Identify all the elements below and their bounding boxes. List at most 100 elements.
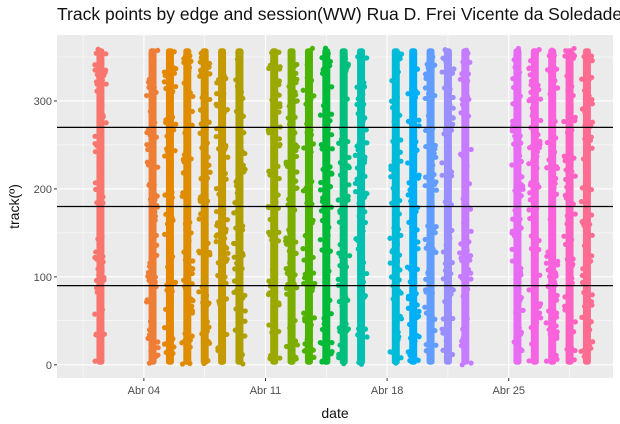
data-point: [220, 54, 226, 60]
data-point: [457, 76, 463, 82]
data-point: [359, 55, 366, 61]
data-point: [287, 121, 293, 127]
data-point: [526, 207, 532, 213]
data-point: [387, 260, 393, 266]
y-tick-label: 200: [34, 184, 52, 196]
data-point: [341, 344, 348, 350]
data-point: [463, 329, 469, 335]
data-point: [222, 235, 228, 242]
data-point: [97, 160, 103, 166]
data-point: [528, 144, 535, 150]
data-point: [235, 322, 241, 329]
data-point: [166, 311, 172, 318]
data-point: [305, 156, 311, 162]
data-point: [239, 266, 245, 272]
data-point: [92, 149, 98, 155]
data-point: [512, 64, 518, 70]
data-point: [396, 252, 403, 258]
data-point: [275, 238, 282, 244]
data-point: [203, 246, 209, 253]
data-point: [236, 207, 242, 213]
data-point: [415, 90, 421, 96]
data-point: [512, 188, 518, 194]
data-point: [462, 166, 468, 172]
data-point: [304, 200, 310, 206]
data-point: [423, 341, 429, 348]
data-point: [442, 261, 448, 267]
data-point: [545, 67, 551, 73]
data-point: [532, 209, 538, 215]
data-point: [154, 202, 160, 209]
data-point: [216, 300, 223, 306]
data-point: [170, 350, 176, 356]
data-point: [414, 66, 421, 72]
data-point: [433, 249, 439, 256]
data-point: [553, 323, 559, 329]
data-point: [423, 310, 430, 316]
data-point: [433, 154, 439, 160]
data-point: [99, 307, 106, 313]
data-point: [103, 81, 109, 87]
data-point: [97, 352, 103, 358]
data-point: [394, 306, 400, 313]
data-point: [188, 156, 194, 162]
data-point: [161, 69, 167, 75]
data-point: [99, 268, 105, 274]
y-axis: 0 100 200 300: [34, 96, 57, 372]
data-point: [309, 45, 316, 52]
data-point: [395, 329, 401, 335]
data-point: [512, 133, 518, 139]
data-point: [100, 112, 106, 118]
data-point: [520, 307, 526, 313]
data-point: [409, 249, 415, 256]
data-point: [409, 218, 415, 225]
data-point: [517, 173, 523, 179]
data-point: [423, 289, 429, 295]
data-point: [441, 85, 448, 91]
data-point: [564, 129, 571, 136]
data-point: [165, 237, 172, 243]
data-point: [318, 142, 324, 148]
x-axis: Abr 04 Abr 11 Abr 18 Abr 25: [128, 378, 525, 397]
data-point: [442, 126, 449, 133]
data-point: [512, 207, 518, 213]
data-point: [242, 308, 248, 314]
data-point: [536, 303, 543, 310]
data-point: [444, 348, 450, 354]
data-point: [572, 319, 578, 325]
data-point: [464, 93, 471, 100]
data-point: [171, 344, 177, 350]
data-point: [234, 277, 240, 284]
data-point: [354, 84, 360, 90]
data-point: [329, 146, 335, 152]
data-point: [579, 314, 585, 320]
data-point: [443, 58, 449, 65]
data-point: [425, 223, 431, 229]
data-point: [354, 176, 360, 182]
data-point: [405, 118, 412, 124]
data-point: [362, 219, 369, 226]
data-point: [445, 219, 451, 225]
data-point: [389, 249, 395, 255]
data-point: [304, 135, 311, 141]
data-point: [588, 186, 595, 193]
data-point: [391, 170, 397, 177]
data-point: [429, 81, 435, 87]
data-point: [461, 220, 467, 227]
data-point: [552, 85, 559, 91]
data-point: [215, 260, 221, 266]
data-point: [343, 63, 349, 69]
data-point: [341, 285, 348, 291]
data-point: [153, 232, 159, 239]
data-point: [301, 310, 307, 316]
data-point: [225, 250, 231, 256]
data-point: [548, 345, 554, 351]
data-point: [581, 289, 587, 296]
data-point: [101, 331, 108, 337]
data-point: [514, 102, 520, 108]
data-point: [272, 226, 278, 232]
data-point: [307, 55, 313, 62]
data-point: [222, 254, 228, 260]
data-point: [202, 182, 209, 188]
data-point: [511, 84, 517, 91]
